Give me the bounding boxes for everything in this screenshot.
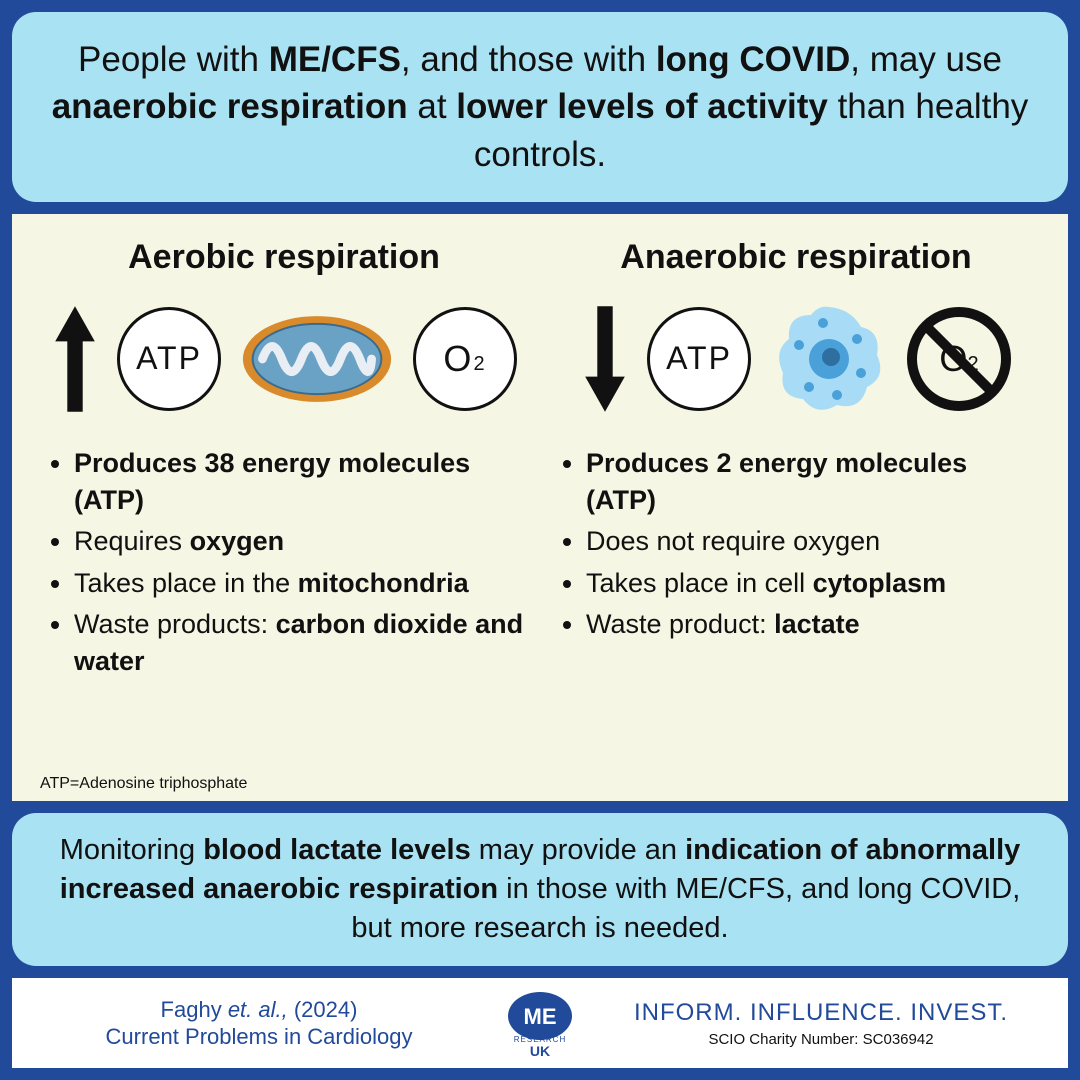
citation-line1: Faghy et. al., (2024) — [32, 996, 486, 1024]
me-research-uk-logo: ME RESEARCH UK — [498, 988, 582, 1058]
tagline: INFORM. INFLUENCE. INVEST. — [594, 999, 1048, 1027]
o2-sub: 2 — [473, 353, 486, 376]
citation: Faghy et. al., (2024) Current Problems i… — [32, 996, 486, 1051]
aerobic-bullets: Produces 38 energy molecules (ATP)Requir… — [40, 445, 528, 685]
charity-number: SCIO Charity Number: SC036942 — [594, 1031, 1048, 1048]
arrow-up-icon — [51, 304, 99, 414]
headline-text: People with ME/CFS, and those with long … — [52, 40, 1029, 174]
footer-bar: Faghy et. al., (2024) Current Problems i… — [12, 978, 1068, 1068]
infographic-frame: People with ME/CFS, and those with long … — [0, 0, 1080, 1080]
list-item: Produces 38 energy molecules (ATP) — [74, 445, 528, 520]
anaerobic-icon-row: ATP O2 — [552, 299, 1040, 419]
conclusion-box: Monitoring blood lactate levels may prov… — [12, 813, 1068, 966]
no-o2-icon: O2 — [907, 307, 1011, 411]
headline-box: People with ME/CFS, and those with long … — [12, 12, 1068, 202]
arrow-down-icon — [581, 304, 629, 414]
list-item: Takes place in cell cytoplasm — [586, 565, 1040, 602]
list-item: Takes place in the mitochondria — [74, 565, 528, 602]
atp-label: ATP — [666, 340, 732, 377]
list-item: Waste product: lactate — [586, 606, 1040, 643]
aerobic-icon-row: ATP O2 — [40, 299, 528, 419]
aerobic-title: Aerobic respiration — [40, 238, 528, 277]
atp-footnote: ATP=Adenosine triphosphate — [40, 775, 1040, 793]
list-item: Waste products: carbon dioxide and water — [74, 606, 528, 681]
tagline-block: INFORM. INFLUENCE. INVEST. SCIO Charity … — [594, 999, 1048, 1048]
list-item: Produces 2 energy molecules (ATP) — [586, 445, 1040, 520]
aerobic-column: Aerobic respiration ATP O2 — [40, 238, 528, 767]
comparison-panel: Aerobic respiration ATP O2 — [12, 214, 1068, 801]
atp-circle-icon: ATP — [647, 307, 751, 411]
atp-circle-icon: ATP — [117, 307, 221, 411]
mitochondria-icon — [239, 309, 395, 409]
anaerobic-column: Anaerobic respiration ATP — [552, 238, 1040, 767]
o2-label: O — [443, 338, 473, 380]
conclusion-text: Monitoring blood lactate levels may prov… — [60, 834, 1021, 944]
o2-circle-icon: O2 — [413, 307, 517, 411]
citation-line2: Current Problems in Cardiology — [32, 1023, 486, 1051]
cell-cytoplasm-icon — [769, 299, 889, 419]
anaerobic-title: Anaerobic respiration — [552, 238, 1040, 277]
list-item: Does not require oxygen — [586, 523, 1040, 560]
svg-text:ME: ME — [524, 1004, 557, 1029]
atp-label: ATP — [136, 340, 202, 377]
svg-text:UK: UK — [530, 1043, 550, 1058]
anaerobic-bullets: Produces 2 energy molecules (ATP)Does no… — [552, 445, 1040, 647]
list-item: Requires oxygen — [74, 523, 528, 560]
